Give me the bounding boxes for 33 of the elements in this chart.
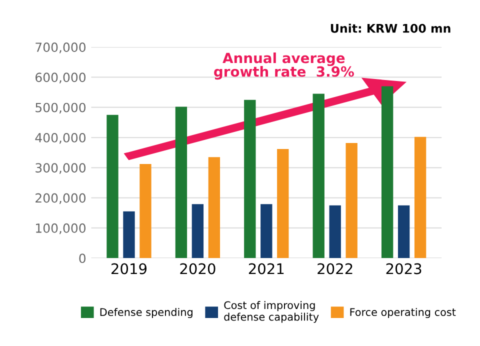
x-tick-label: 2020: [180, 263, 216, 274]
x-tick-label: 2023: [386, 263, 422, 274]
y-tick-label: 100,000: [36, 223, 86, 234]
y-tick-label: 0: [79, 254, 86, 264]
y-tick-label: 400,000: [35, 132, 86, 144]
y-tick-label: 300,000: [36, 163, 86, 174]
bar: [140, 164, 152, 258]
bar: [175, 106, 188, 258]
bar: [414, 136, 426, 258]
bar: [260, 204, 272, 258]
bar: [192, 204, 204, 258]
text: Unit: KRW 100 mn: [330, 24, 450, 33]
annotation: Annual average growth rate 3.9%: [214, 52, 354, 80]
x-tick-label: 2019: [112, 263, 147, 274]
bar: [329, 205, 341, 258]
bar: [398, 205, 410, 258]
bar: [346, 142, 358, 258]
legend-label: Defense spending: [100, 308, 192, 318]
y-tick-label: 700,000: [36, 42, 86, 54]
x-tick-label: 2021: [248, 263, 284, 274]
y-tick-label: 200,000: [36, 193, 86, 204]
bar: [312, 94, 324, 258]
bar: [123, 211, 135, 258]
legend-label: Force operating cost: [350, 308, 456, 318]
bar: [244, 100, 256, 258]
bar: [277, 148, 289, 258]
bar: [208, 157, 220, 258]
y-tick-label: 500,000: [36, 102, 86, 114]
bar: [381, 86, 394, 258]
bar: [106, 114, 118, 258]
y-tick-label: 600,000: [36, 72, 86, 84]
legend-label: Cost of improving defense capability: [224, 301, 319, 323]
x-tick-label: 2022: [318, 263, 352, 274]
